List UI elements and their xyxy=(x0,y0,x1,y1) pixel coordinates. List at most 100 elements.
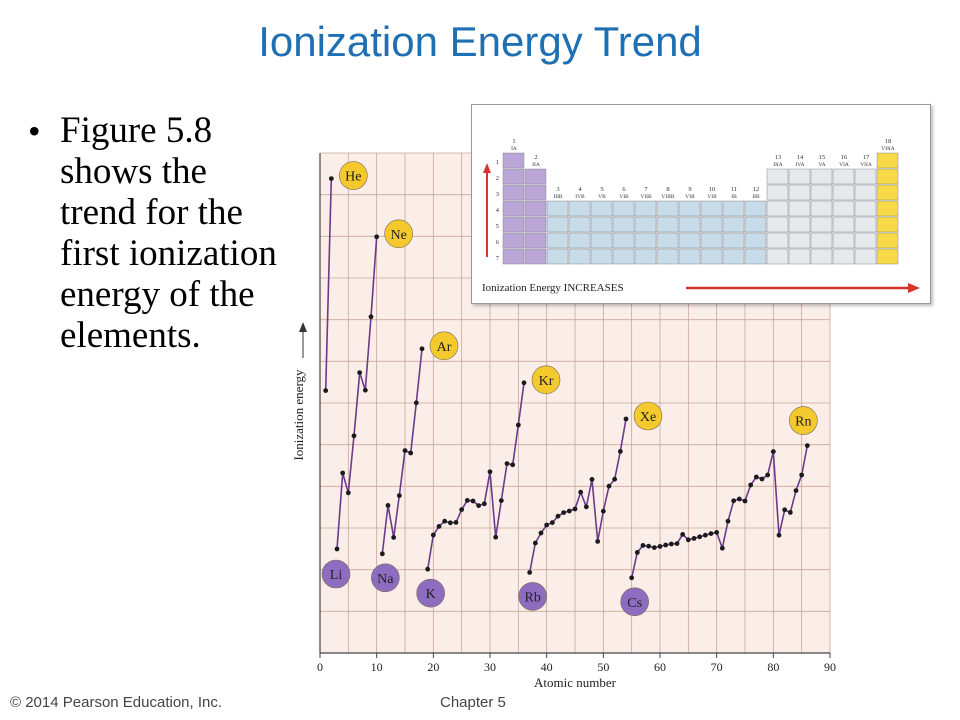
data-point xyxy=(498,498,504,503)
element-cell xyxy=(612,200,635,217)
x-tick-label: 10 xyxy=(371,660,383,674)
group-number-label: 17 xyxy=(863,154,870,161)
data-point xyxy=(413,400,419,406)
element-label-rb: Rb xyxy=(524,590,540,605)
data-point xyxy=(731,498,737,504)
period-number-label: 4 xyxy=(496,207,500,214)
x-tick-label: 40 xyxy=(541,660,553,674)
element-cell xyxy=(524,168,547,185)
data-point xyxy=(345,490,351,496)
element-cell xyxy=(590,200,613,217)
x-tick-label: 30 xyxy=(484,660,496,674)
element-cell xyxy=(788,200,811,217)
data-point xyxy=(606,483,612,489)
data-point xyxy=(544,522,550,528)
element-cell xyxy=(722,216,745,233)
group-roman-label: VIII xyxy=(707,194,717,200)
data-point xyxy=(640,543,646,548)
period-number-label: 1 xyxy=(496,159,499,166)
period-number-label: 5 xyxy=(496,223,499,230)
data-point xyxy=(419,346,425,352)
data-point xyxy=(323,388,329,393)
data-point xyxy=(629,575,635,581)
element-cell xyxy=(524,248,547,265)
element-cell xyxy=(854,232,877,249)
group-roman-label: IIA xyxy=(532,162,540,168)
element-cell xyxy=(678,200,701,217)
element-cell xyxy=(788,168,811,185)
group-roman-label: IA xyxy=(511,146,517,152)
x-tick-label: 70 xyxy=(711,660,723,674)
group-roman-label: VIII xyxy=(685,194,695,200)
data-point xyxy=(340,470,346,476)
element-badge-cs xyxy=(620,587,649,617)
data-point xyxy=(385,503,391,508)
data-point xyxy=(447,520,453,526)
element-cell xyxy=(832,168,855,185)
data-point xyxy=(776,532,782,538)
element-cell xyxy=(524,200,547,217)
group-roman-label: VIIIB xyxy=(661,194,674,200)
element-cell xyxy=(876,200,899,217)
data-point xyxy=(351,433,357,439)
group-number-label: 8 xyxy=(666,186,669,193)
data-point xyxy=(612,476,618,482)
data-point xyxy=(379,551,385,557)
group-number-label: 15 xyxy=(819,154,826,161)
element-cell xyxy=(744,200,767,217)
element-cell xyxy=(502,184,525,201)
data-point xyxy=(782,507,788,513)
element-cell xyxy=(568,200,591,217)
data-point xyxy=(770,449,776,454)
element-cell xyxy=(876,168,899,185)
y-axis-label: Ionization energy xyxy=(291,369,306,461)
group-roman-label: IIIA xyxy=(773,162,782,168)
period-number-label: 2 xyxy=(496,175,499,182)
data-point xyxy=(470,498,476,504)
data-point xyxy=(646,543,652,549)
element-cell xyxy=(854,184,877,201)
element-cell xyxy=(656,216,679,233)
element-cell xyxy=(546,248,569,265)
data-point xyxy=(464,498,470,503)
element-cell xyxy=(634,216,657,233)
data-point xyxy=(572,506,578,512)
data-point xyxy=(334,546,340,552)
element-badge-rb xyxy=(518,582,547,611)
data-point xyxy=(804,443,810,448)
element-label-na: Na xyxy=(377,572,394,587)
data-point xyxy=(521,380,527,386)
element-cell xyxy=(766,216,789,233)
element-cell xyxy=(678,216,701,233)
element-cell xyxy=(810,184,833,201)
y-axis-arrow-icon xyxy=(299,322,307,332)
element-cell xyxy=(678,248,701,265)
group-number-label: 12 xyxy=(753,186,760,193)
element-cell xyxy=(854,216,877,233)
element-cell xyxy=(744,216,767,233)
group-roman-label: IVB xyxy=(575,194,585,200)
data-point xyxy=(623,416,629,422)
group-number-label: 1 xyxy=(512,138,515,145)
element-cell xyxy=(546,232,569,249)
data-point xyxy=(510,462,516,468)
element-cell xyxy=(766,200,789,217)
group-roman-label: VIA xyxy=(839,162,849,168)
group-roman-label: VIIB xyxy=(640,194,652,200)
data-point xyxy=(504,461,510,466)
data-point xyxy=(668,541,674,547)
element-cell xyxy=(502,216,525,233)
data-point xyxy=(555,513,561,519)
element-label-li: Li xyxy=(330,568,343,583)
data-point xyxy=(476,503,482,508)
element-cell xyxy=(656,200,679,217)
data-point xyxy=(583,504,589,510)
data-point xyxy=(561,510,567,515)
data-point xyxy=(430,532,436,538)
data-point xyxy=(436,524,442,529)
element-cell xyxy=(568,248,591,265)
data-point xyxy=(742,498,748,504)
data-point xyxy=(589,477,595,482)
data-point xyxy=(396,493,402,498)
element-label-kr: Kr xyxy=(539,374,554,389)
